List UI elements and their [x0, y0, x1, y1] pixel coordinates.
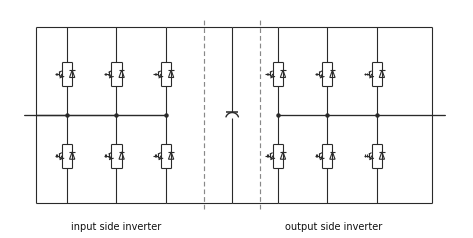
Text: input side inverter: input side inverter: [71, 222, 161, 232]
Text: output side inverter: output side inverter: [285, 222, 382, 232]
